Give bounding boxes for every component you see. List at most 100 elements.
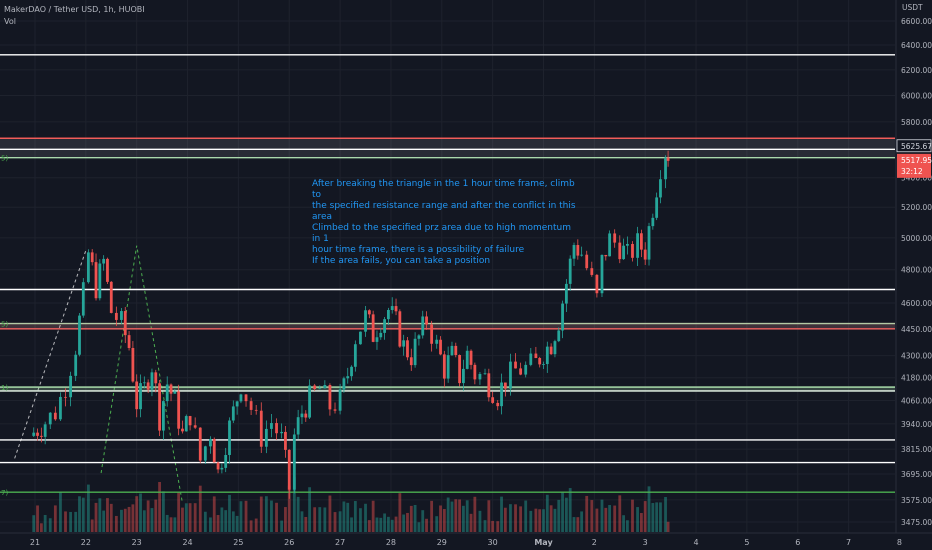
volume-bar [572,517,576,532]
candle-body [487,373,491,398]
volume-bar [338,511,342,532]
candle-body [666,157,670,161]
candle-body [402,340,406,347]
candle-body [542,364,545,365]
volume-bar [86,484,90,532]
volume-bar [514,504,517,532]
volume-bar [139,493,142,532]
volume-bar [333,512,337,532]
volume-bar [576,517,580,532]
time-axis: 21 22 23 24 25 26 27 28 29 30 May 2 3 4 5 6 7 8 [30,538,902,547]
current-price-label: 5517.95 [901,156,932,165]
volume-bar [524,500,528,532]
resistance-zone [0,138,895,158]
volume-bar [367,520,371,532]
candle-body [244,394,248,402]
volume-bar [353,501,357,532]
time-tick-label: 23 [132,538,142,547]
candle-body [568,258,572,284]
support-zone [0,386,895,392]
candle-body [86,252,90,283]
volume-bar [284,507,287,532]
volume-bar [580,511,584,532]
candle-body [333,409,337,411]
volume-bar [462,505,465,532]
volume-bar [604,507,608,532]
volume-bar [655,502,659,532]
candle-body [618,242,622,260]
volume-bar [643,501,647,532]
time-tick-label: 8 [897,538,902,547]
candle-body [454,345,458,356]
candle-body [181,428,184,432]
volume-bar [590,500,594,532]
level-tag: 5) [1,321,8,329]
candle-body [367,310,371,315]
volume-bar [545,494,549,532]
volume-bar [387,516,390,532]
candle-body [398,311,402,347]
horizontal-levels [0,54,895,493]
candle-body [254,409,258,411]
candle-body [90,252,94,263]
candle-body [169,384,173,394]
candle-body [114,312,118,320]
volume-bar [417,522,421,532]
volume-bar [244,500,248,532]
candle-body [127,335,131,348]
volume-bar [106,498,109,532]
volume-bar [308,487,311,532]
price-tick-label: 5400.00 [901,174,932,183]
price-badges: 5625.67 5517.95 32:12 [896,139,932,178]
candle-body [264,428,268,447]
price-tick-label: 3940.00 [901,420,932,429]
level-tag: 5) [1,155,8,163]
candle-body [239,394,243,402]
candle-body [394,306,398,312]
price-tick-label: 3695.00 [901,470,932,479]
time-tick-label: 22 [81,538,91,547]
volume-bar [500,496,503,532]
volume-bar [102,510,106,532]
volume-bar [425,518,428,532]
candle-body [465,350,469,369]
candle-body [106,258,109,282]
candle-body [231,406,235,421]
volume-bar [264,496,268,532]
price-tick-label: 4600.00 [901,299,932,308]
candle-body [224,454,228,468]
candle-body [659,179,662,198]
volume-bar [608,505,612,532]
candle-body [519,368,523,375]
candle-body [375,337,379,342]
volume-bar [454,499,458,532]
volume-bar [259,496,263,532]
volume-bar [439,505,442,532]
volume-bar [402,514,406,532]
volume-bar [231,511,235,532]
volume-bar [81,497,85,532]
candle-body [639,233,643,250]
volume-bar [275,502,278,532]
volume-bar [90,519,94,532]
candle-body [491,397,495,403]
volume-bar [32,515,36,532]
candle-body [270,423,273,429]
price-tick-label: 6000.00 [901,91,932,100]
candle-body [203,446,207,461]
candle-body [353,344,357,367]
candle-body [359,331,362,345]
volume-bar [120,509,123,532]
candle-body [328,385,332,410]
candle-body [442,354,446,379]
volume-bar [165,514,169,532]
volume-bar [406,512,409,532]
candle-body [94,262,98,299]
candle-body [135,381,139,410]
candle-body [308,385,311,418]
volume-bar [43,514,47,532]
volume-bar [409,505,413,532]
volume-label: Vol [4,17,16,26]
volume-bar [249,520,253,532]
